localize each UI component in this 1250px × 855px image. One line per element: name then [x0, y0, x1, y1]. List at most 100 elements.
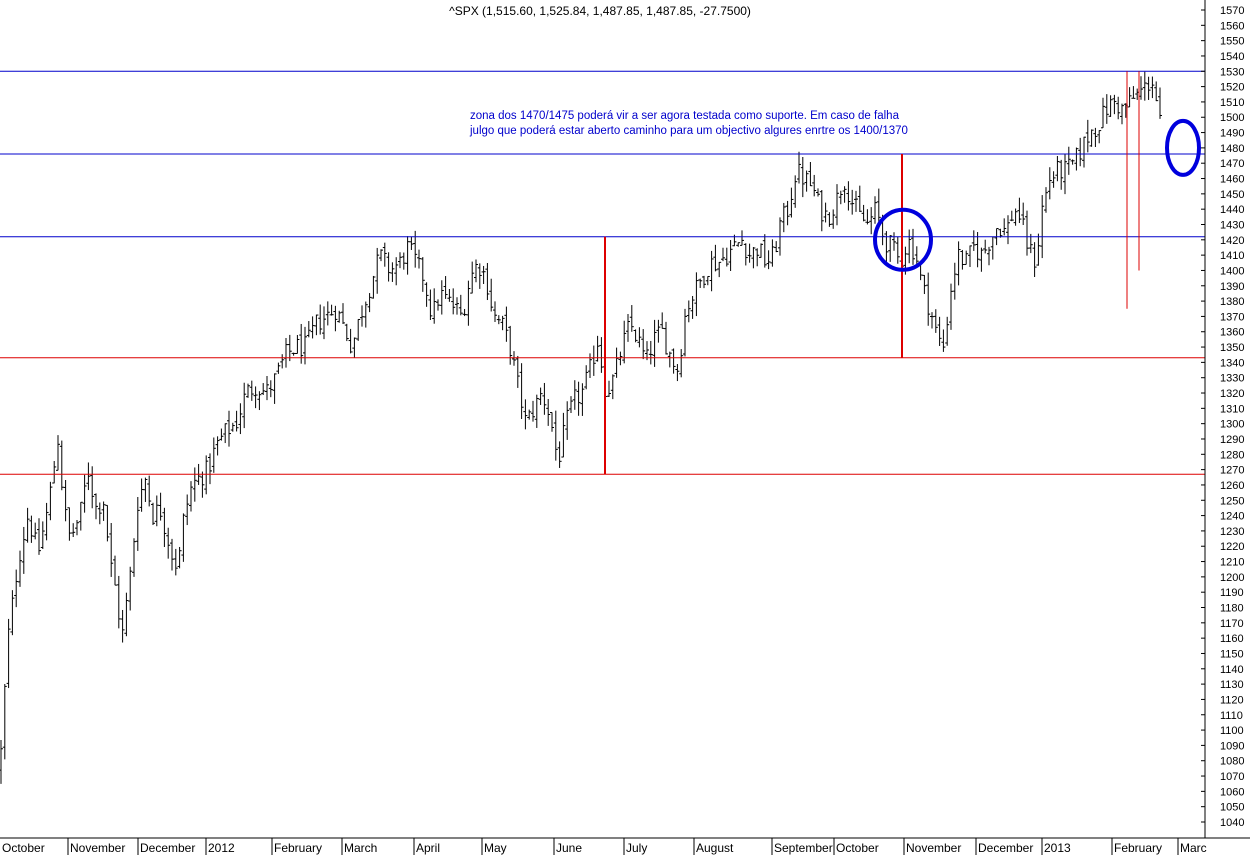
y-tick-label: 1060 — [1220, 786, 1244, 798]
price-bar — [1120, 103, 1124, 125]
price-bar — [512, 351, 516, 366]
price-bar — [128, 566, 133, 611]
price-bar — [1017, 197, 1022, 224]
y-tick-label: 1280 — [1220, 449, 1244, 461]
price-bar — [1070, 159, 1075, 165]
price-bar — [363, 301, 368, 328]
price-bar — [341, 303, 345, 324]
y-tick-label: 1220 — [1220, 541, 1244, 553]
price-bar — [443, 276, 448, 299]
price-bar — [751, 247, 756, 269]
y-tick-label: 1460 — [1220, 174, 1244, 186]
price-bar — [409, 236, 414, 250]
price-bar — [766, 250, 771, 270]
y-tick-label: 1150 — [1220, 648, 1244, 660]
price-bar — [861, 204, 866, 222]
price-bar — [584, 365, 589, 390]
price-bar — [466, 280, 471, 326]
y-tick-label: 1530 — [1220, 66, 1244, 78]
price-bar — [268, 380, 273, 398]
price-bar — [287, 334, 292, 362]
price-bar — [873, 196, 877, 224]
y-tick-label: 1360 — [1220, 327, 1244, 339]
price-bar — [1158, 87, 1162, 119]
price-bar — [493, 301, 497, 323]
price-bar — [1063, 153, 1067, 195]
y-tick-label: 1140 — [1220, 664, 1244, 676]
y-tick-label: 1250 — [1220, 495, 1244, 507]
y-tick-label: 1570 — [1220, 5, 1244, 17]
price-bar — [485, 262, 490, 301]
price-bar — [698, 278, 703, 288]
price-bar — [755, 248, 760, 267]
price-bar — [500, 315, 505, 331]
y-tick-label: 1040 — [1220, 817, 1244, 829]
price-bar — [242, 382, 247, 429]
price-bar — [804, 170, 809, 192]
price-bar — [44, 502, 49, 541]
price-bar — [257, 391, 262, 411]
price-bars — [0, 71, 1162, 784]
price-bar — [542, 382, 547, 415]
price-bar — [424, 282, 429, 307]
price-bar — [816, 188, 820, 197]
price-bar — [223, 423, 228, 444]
price-bar — [941, 329, 946, 352]
price-bar — [394, 257, 399, 286]
highlight-circles — [873, 118, 1201, 272]
x-tick-label: Marc — [1180, 841, 1207, 855]
x-tick-label: July — [626, 841, 647, 855]
price-bar — [629, 305, 634, 332]
y-tick-label: 1090 — [1220, 740, 1244, 752]
price-bar — [382, 242, 387, 267]
price-bar — [747, 243, 752, 263]
y-tick-label: 1260 — [1220, 480, 1244, 492]
price-bar — [1051, 171, 1056, 188]
price-bar — [675, 364, 680, 382]
price-bar — [857, 185, 862, 212]
y-tick-label: 1390 — [1220, 281, 1244, 293]
price-bar — [717, 261, 722, 278]
y-axis: 1040 1050 1060 1070 1080 1090 1100 1110 1120 1130… — [1201, 0, 1244, 838]
y-tick-label: 1410 — [1220, 250, 1244, 262]
price-bar — [831, 209, 836, 229]
price-bar — [1025, 210, 1029, 256]
price-bar — [633, 329, 638, 343]
price-bar — [618, 351, 623, 366]
y-tick-label: 1510 — [1220, 97, 1244, 109]
price-bar — [1074, 147, 1079, 171]
x-tick-label: February — [274, 841, 322, 855]
price-bar — [344, 323, 349, 342]
price-bar — [189, 481, 193, 512]
y-tick-label: 1420 — [1220, 235, 1244, 247]
price-bar — [569, 396, 573, 413]
price-bar — [215, 436, 220, 456]
price-bar — [139, 478, 144, 512]
price-bar — [291, 352, 296, 356]
y-tick-label: 1400 — [1220, 265, 1244, 277]
price-bar — [865, 209, 870, 225]
price-bar — [911, 228, 915, 265]
price-bar — [455, 297, 459, 315]
x-tick-label: March — [344, 841, 377, 855]
price-bar — [892, 232, 896, 251]
price-bar — [56, 435, 60, 471]
y-tick-label: 1370 — [1220, 311, 1244, 323]
price-bar — [709, 250, 714, 292]
price-bar — [565, 401, 570, 440]
price-bar — [318, 304, 323, 335]
price-bar — [1078, 137, 1083, 167]
price-bar — [401, 252, 406, 270]
price-bar — [265, 376, 269, 401]
x-axis: October November December 2012 February March… — [0, 837, 1250, 855]
price-bar — [337, 310, 342, 323]
price-bar — [135, 496, 140, 551]
price-bar — [645, 341, 649, 361]
price-bar — [352, 337, 357, 358]
price-bar — [580, 383, 585, 416]
price-bar — [983, 239, 988, 254]
price-bar — [895, 236, 900, 264]
price-bar — [1006, 215, 1010, 245]
price-bar — [626, 314, 630, 342]
